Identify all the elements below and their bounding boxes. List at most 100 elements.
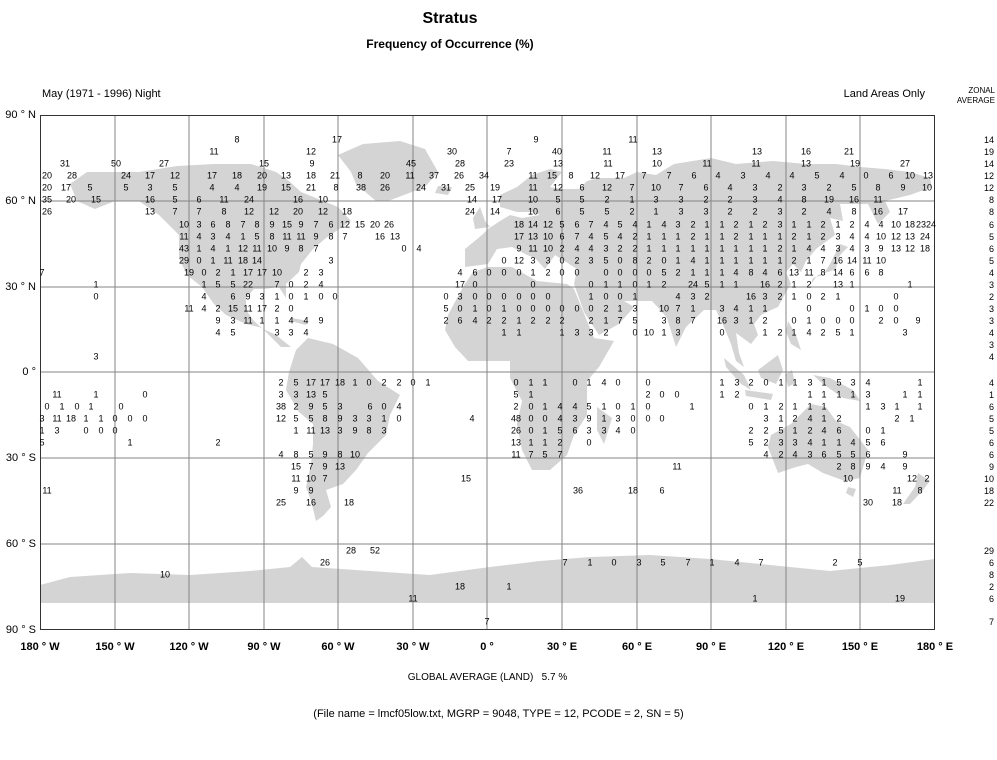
grid-value: 1 bbox=[210, 255, 216, 266]
lat-tick-label: 60 ° S bbox=[5, 538, 36, 550]
world-map-svg bbox=[40, 115, 935, 630]
grid-value: 1 bbox=[617, 303, 623, 314]
grid-value: 2 bbox=[727, 206, 733, 217]
grid-value: 31 bbox=[59, 158, 71, 169]
grid-value: 0 bbox=[516, 291, 522, 302]
grid-value: 2 bbox=[763, 425, 769, 436]
grid-value: 8 bbox=[322, 413, 328, 424]
grid-value: 3 bbox=[865, 389, 871, 400]
grid-value: 3 bbox=[147, 182, 153, 193]
grid-value: 0 bbox=[645, 413, 651, 424]
grid-value: 12 bbox=[904, 243, 916, 254]
grid-value: 11 bbox=[892, 485, 902, 496]
grid-value: 3 bbox=[337, 425, 343, 436]
grid-value: 1 bbox=[719, 267, 725, 278]
grid-value: 11 bbox=[52, 413, 62, 424]
grid-value: 5 bbox=[579, 194, 585, 205]
grid-value: 4 bbox=[864, 231, 870, 242]
grid-value: 1 bbox=[586, 377, 592, 388]
grid-value: 9 bbox=[269, 219, 275, 230]
lat-tick-label: 60 ° N bbox=[5, 195, 36, 207]
grid-value: 8 bbox=[293, 449, 299, 460]
grid-value: 6 bbox=[472, 267, 478, 278]
grid-value: 10 bbox=[875, 231, 887, 242]
grid-value: 11 bbox=[628, 134, 638, 145]
grid-value: 1 bbox=[821, 377, 827, 388]
grid-value: 2 bbox=[777, 327, 783, 338]
grid-value: 40 bbox=[551, 146, 563, 157]
lon-tick-label: 0 ° bbox=[480, 641, 494, 653]
grid-value: 5 bbox=[293, 377, 299, 388]
grid-value: 5 bbox=[836, 377, 842, 388]
grid-value: 2 bbox=[836, 461, 842, 472]
grid-value: 1 bbox=[821, 413, 827, 424]
grid-value: 11 bbox=[405, 170, 415, 181]
grid-value: 1 bbox=[501, 303, 507, 314]
grid-value: 0 bbox=[516, 267, 522, 278]
grid-value: 4 bbox=[234, 182, 240, 193]
grid-value: 38 bbox=[275, 401, 287, 412]
grid-value: 26 bbox=[510, 425, 522, 436]
grid-value: 5 bbox=[660, 557, 666, 568]
grid-value: 13 bbox=[651, 146, 663, 157]
grid-value: 0 bbox=[588, 279, 594, 290]
grid-value: 0 bbox=[93, 291, 99, 302]
grid-value: 2 bbox=[762, 219, 768, 230]
grid-value: 4 bbox=[864, 219, 870, 230]
grid-value: 10 bbox=[178, 219, 190, 230]
grid-value: 0 bbox=[530, 303, 536, 314]
grid-value: 1 bbox=[653, 206, 659, 217]
grid-value: 0 bbox=[545, 291, 551, 302]
grid-value: 9 bbox=[215, 315, 221, 326]
grid-value: 4 bbox=[196, 231, 202, 242]
grid-value: 4 bbox=[850, 437, 856, 448]
grid-value: 5 bbox=[836, 449, 842, 460]
grid-value: 2 bbox=[486, 315, 492, 326]
grid-value: 2 bbox=[791, 231, 797, 242]
grid-value: 1 bbox=[733, 243, 739, 254]
grid-value: 26 bbox=[379, 182, 391, 193]
grid-value: 6 bbox=[328, 219, 334, 230]
grid-value: 11 bbox=[528, 182, 538, 193]
grid-value: 2 bbox=[748, 425, 754, 436]
grid-value: 2 bbox=[215, 303, 221, 314]
grid-value: 11 bbox=[751, 158, 761, 169]
grid-value: 0 bbox=[574, 303, 580, 314]
grid-value: 1 bbox=[762, 327, 768, 338]
grid-value: 20 bbox=[292, 206, 304, 217]
grid-value: 17 bbox=[144, 170, 156, 181]
grid-value: 20 bbox=[41, 170, 53, 181]
grid-value: 5 bbox=[322, 401, 328, 412]
grid-value: 17 bbox=[256, 303, 268, 314]
grid-value: 1 bbox=[530, 267, 536, 278]
continent-south-america bbox=[286, 338, 400, 521]
grid-value: 10 bbox=[890, 219, 902, 230]
grid-value: 8 bbox=[820, 267, 826, 278]
grid-value: 4 bbox=[603, 219, 609, 230]
grid-value: 0 bbox=[806, 303, 812, 314]
zonal-average-value: 14 bbox=[983, 135, 994, 145]
grid-value: 0 bbox=[410, 377, 416, 388]
grid-value: 1 bbox=[690, 267, 696, 278]
grid-value: 13 bbox=[832, 279, 844, 290]
grid-value: 18 bbox=[65, 413, 77, 424]
grid-value: 5 bbox=[586, 401, 592, 412]
lon-tick-label: 120 ° E bbox=[767, 641, 805, 653]
grid-value: 1 bbox=[632, 291, 638, 302]
grid-value: 17 bbox=[614, 170, 626, 181]
grid-value: 1 bbox=[748, 315, 754, 326]
grid-value: 7 bbox=[313, 243, 319, 254]
grid-value: 7 bbox=[675, 303, 681, 314]
grid-value: 7 bbox=[557, 449, 563, 460]
grid-value: 17 bbox=[319, 377, 331, 388]
grid-value: 1 bbox=[791, 243, 797, 254]
grid-value: 28 bbox=[345, 545, 357, 556]
grid-value: 1 bbox=[603, 279, 609, 290]
grid-value: 5 bbox=[857, 557, 863, 568]
grid-value: 10 bbox=[542, 231, 554, 242]
zonal-average-header-line2: AVERAGE bbox=[956, 96, 995, 105]
grid-value: 0 bbox=[645, 377, 651, 388]
grid-value: 1 bbox=[59, 401, 65, 412]
grid-value: 5 bbox=[603, 255, 609, 266]
grid-value: 4 bbox=[765, 170, 771, 181]
